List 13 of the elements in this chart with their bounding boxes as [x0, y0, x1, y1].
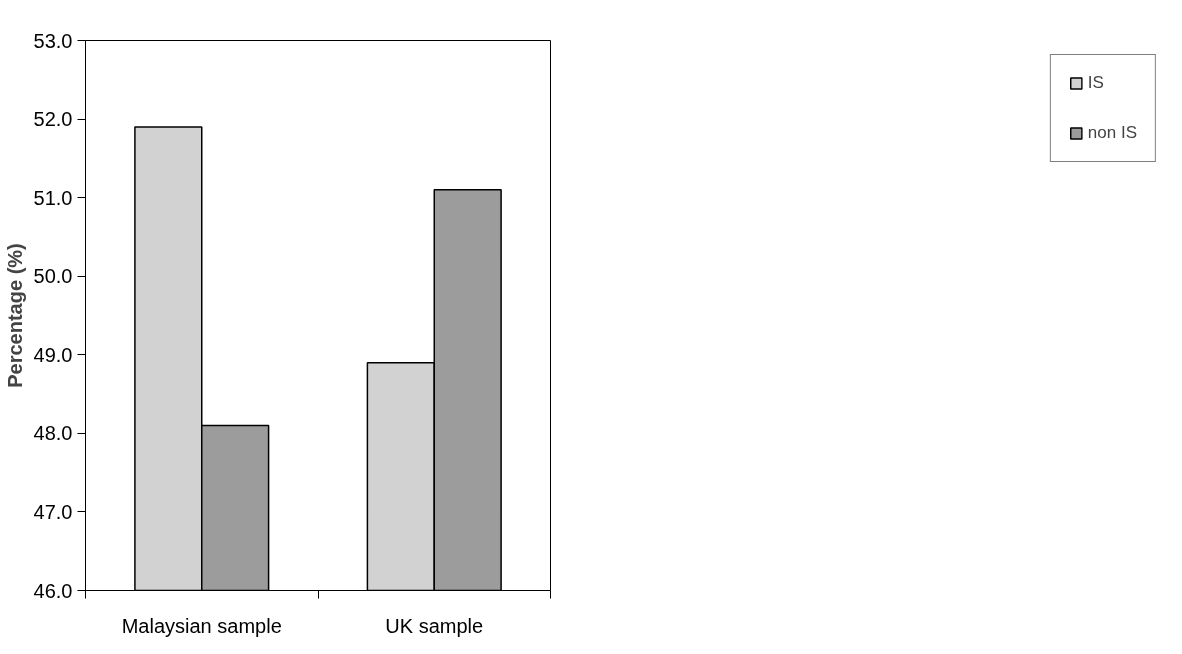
y-tick-label: 50.0: [33, 265, 73, 288]
x-tick-label: UK sample: [385, 614, 484, 637]
y-tick-label: 49.0: [33, 343, 73, 366]
y-tick-label: 48.0: [33, 422, 73, 445]
y-tick-label: 47.0: [33, 500, 73, 523]
legend-label: non IS: [1087, 123, 1137, 143]
y-tick-label: 52.0: [33, 108, 73, 131]
x-tick-label: Malaysian sample: [121, 614, 282, 637]
y-tick-label: 51.0: [33, 186, 73, 209]
y-axis-title: Percentage (%): [3, 243, 26, 388]
y-tick-label: 46.0: [33, 579, 73, 602]
y-tick-label: 53.0: [33, 29, 73, 52]
legend-label: IS: [1087, 73, 1105, 93]
